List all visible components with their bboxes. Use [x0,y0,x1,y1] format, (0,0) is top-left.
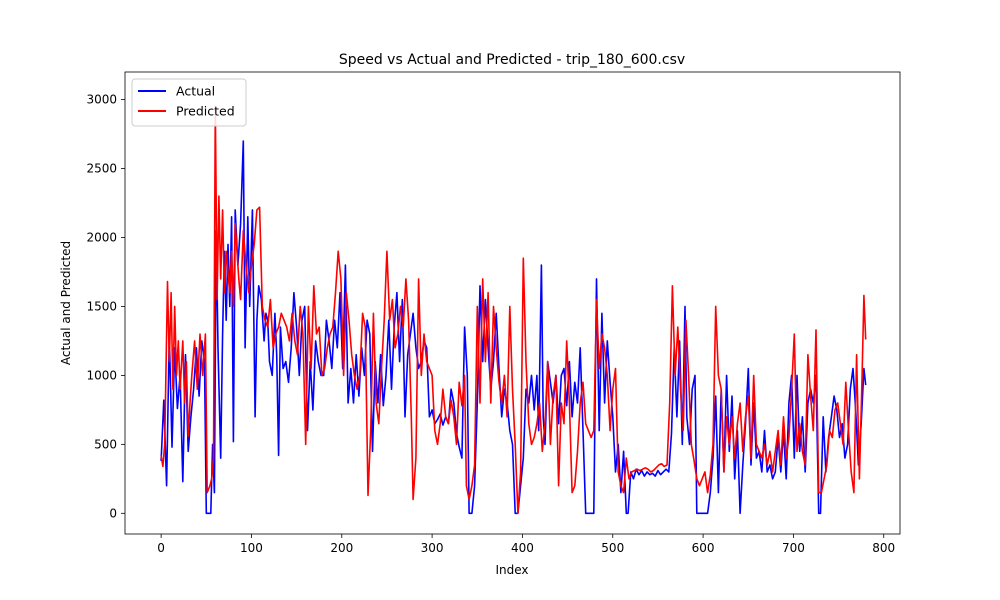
y-tick-label: 3000 [86,93,117,107]
series-layer [160,105,867,515]
y-tick-label: 1000 [86,368,117,382]
x-tick-label: 100 [240,541,263,555]
plot-area [160,105,867,515]
x-tick-label: 400 [511,541,534,555]
y-axis-label: Actual and Predicted [59,241,73,365]
x-tick-label: 300 [421,541,444,555]
x-tick-label: 800 [872,541,895,555]
x-tick-label: 700 [782,541,805,555]
legend: Actual Predicted [131,78,247,127]
series-line-predicted [160,105,867,515]
y-tick-label: 2500 [86,162,117,176]
x-tick-label: 600 [692,541,715,555]
chart-title: Speed vs Actual and Predicted - trip_180… [339,52,685,68]
legend-label-predicted: Predicted [176,104,235,119]
plot-frame [124,71,901,535]
x-tick-label: 0 [157,541,165,555]
y-tick-label: 500 [94,437,117,451]
x-axis-label: Index [495,563,528,577]
y-tick-label: 0 [109,506,117,520]
x-axis: 0 100 200 300 400 500 600 700 800 [157,534,895,555]
y-tick-label: 2000 [86,230,117,244]
legend-label-actual: Actual [176,84,215,99]
y-axis: 0 500 1000 1500 2000 2500 3000 [86,93,125,520]
x-tick-label: 500 [601,541,624,555]
x-tick-label: 200 [330,541,353,555]
y-tick-label: 1500 [86,299,117,313]
